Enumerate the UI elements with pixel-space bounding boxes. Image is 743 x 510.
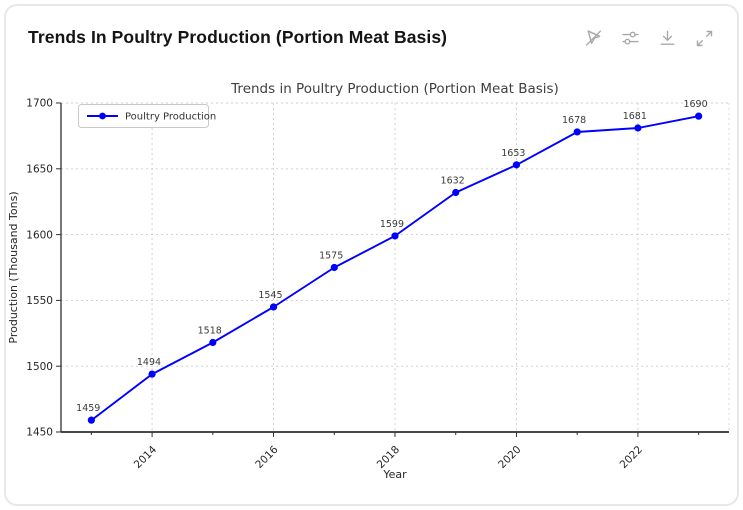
expand-icon <box>694 28 715 52</box>
card-header: Trends In Poultry Production (Portion Me… <box>6 6 737 64</box>
toolbar <box>582 29 715 51</box>
sliders-icon <box>620 28 641 52</box>
pointer-off-button[interactable] <box>582 29 604 51</box>
sliders-button[interactable] <box>619 29 641 51</box>
download-icon <box>657 28 678 52</box>
expand-button[interactable] <box>693 29 715 51</box>
download-button[interactable] <box>656 29 678 51</box>
chart-card: Trends In Poultry Production (Portion Me… <box>4 4 739 506</box>
pointer-off-icon <box>583 28 604 52</box>
card-title: Trends In Poultry Production (Portion Me… <box>28 27 448 47</box>
